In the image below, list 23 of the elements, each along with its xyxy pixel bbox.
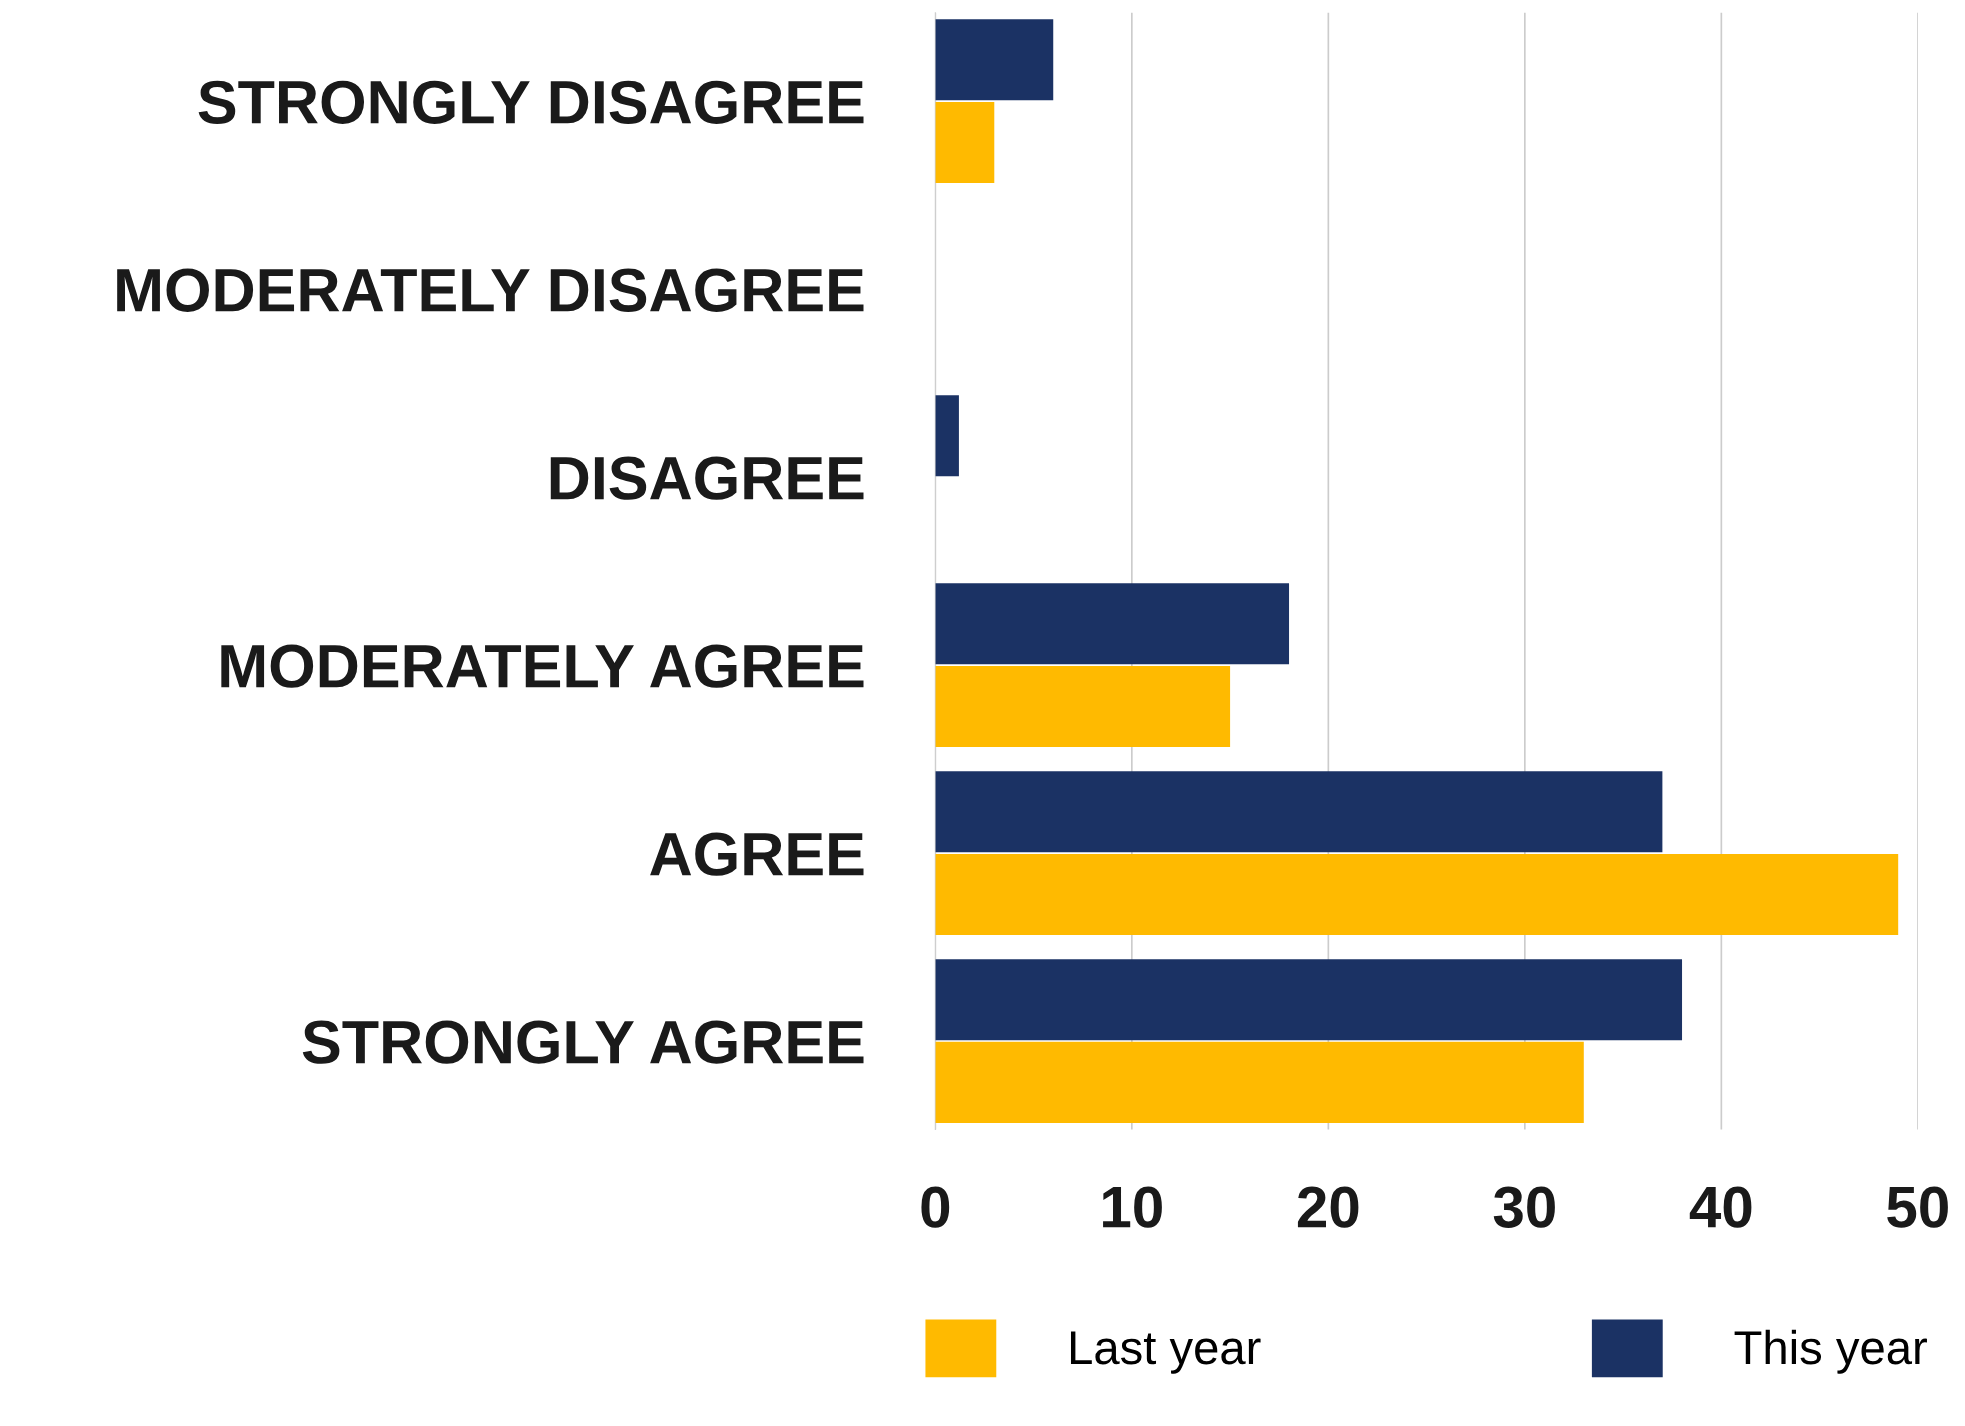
bar (935, 19, 1054, 101)
y-tick-label: MODERATELY DISAGREE (117, 268, 864, 312)
bar (935, 853, 1899, 935)
y-tick-label: AGREE (650, 832, 864, 876)
x-tick-label: 40 (1689, 1186, 1752, 1228)
x-tick-label: 30 (1493, 1186, 1555, 1228)
bar (935, 1041, 1584, 1123)
bar (935, 583, 1290, 665)
y-tick-label: MODERATELY AGREE (221, 644, 864, 688)
x-tick-label: 50 (1887, 1186, 1948, 1228)
y-tick-label: DISAGREE (550, 456, 864, 500)
y-tick-label: STRONGLY DISAGREE (198, 80, 864, 124)
bar (935, 395, 959, 477)
legend-label: This year (1734, 1329, 1927, 1374)
bar (935, 102, 995, 184)
bar (935, 959, 1683, 1041)
x-tick-label: 10 (1103, 1186, 1162, 1228)
x-tick-label: 20 (1297, 1186, 1359, 1228)
legend-label: Last year (1070, 1331, 1261, 1374)
bar (935, 771, 1663, 853)
bar (935, 665, 1231, 747)
x-tick-label: 0 (921, 1186, 950, 1228)
y-tick-label: STRONGLY AGREE (302, 1020, 864, 1064)
